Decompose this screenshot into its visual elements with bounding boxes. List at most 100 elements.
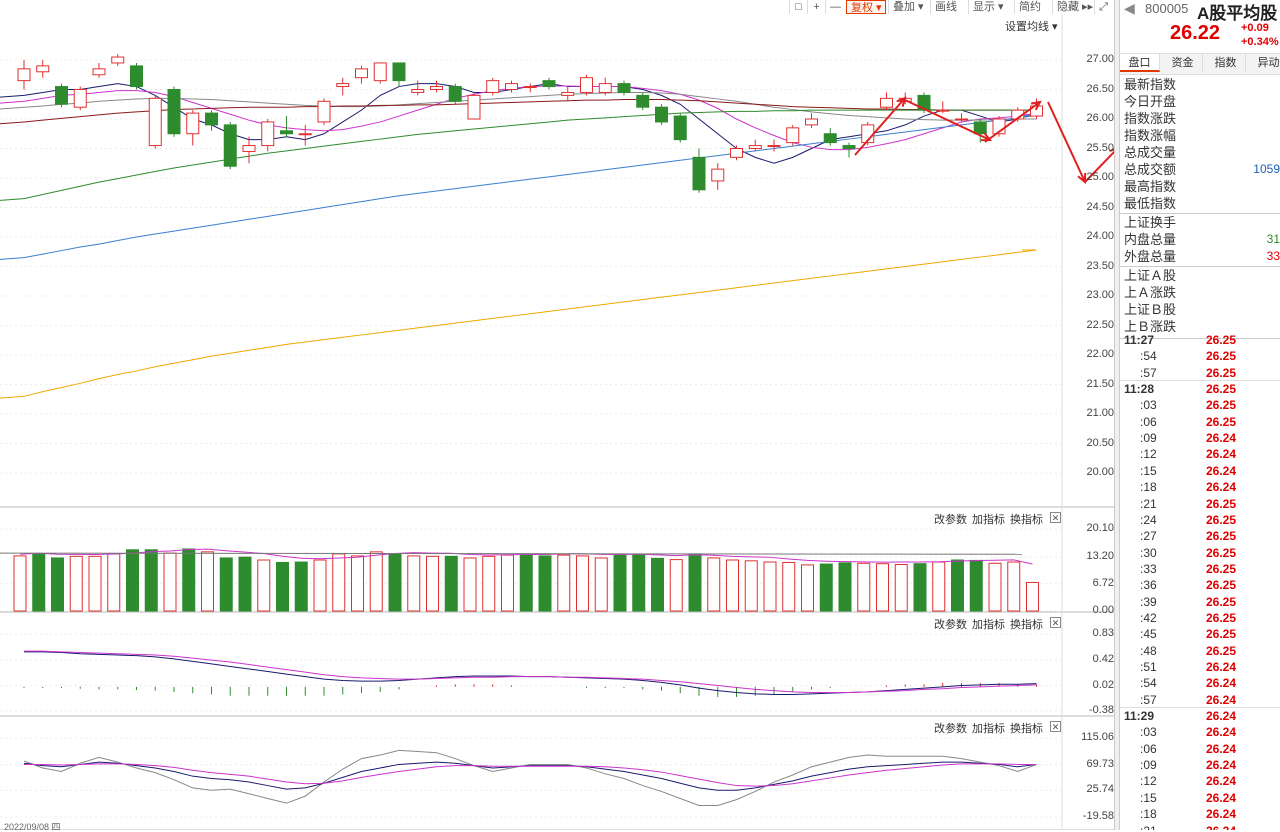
volume-bar: [819, 563, 833, 612]
draw-line-button[interactable]: 画线: [930, 0, 966, 14]
volume-tick-label: 0.00: [1092, 604, 1114, 616]
tick-row: :30 26.25: [1120, 545, 1280, 561]
candle: [542, 77, 556, 90]
price-tick-label: 23.50: [1086, 259, 1114, 272]
candle: [692, 148, 706, 193]
tick-row: :36 26.25: [1120, 577, 1280, 593]
candle-body: [205, 112, 218, 126]
tick-price: 26.24: [1206, 660, 1237, 674]
annotation-arrows: [854, 96, 1114, 185]
candle: [186, 110, 200, 146]
tab-funds[interactable]: 资金: [1163, 54, 1203, 72]
home-icon[interactable]: □: [789, 0, 807, 14]
restore-rights-label: 复权: [851, 2, 873, 14]
price-tick-label: 22.00: [1086, 348, 1114, 360]
info-label: 今日开盘: [1124, 94, 1177, 109]
candle-body: [673, 115, 687, 141]
display-button[interactable]: 显示 ▾: [968, 0, 1012, 14]
overlay-label: 叠加: [893, 1, 915, 13]
tick-time: :12: [1140, 447, 1157, 462]
candle-body: [36, 65, 50, 73]
volume-bar: [219, 557, 233, 612]
tick-row: :15 26.24: [1120, 463, 1280, 479]
simple-mode-button[interactable]: 简约: [1014, 0, 1050, 14]
tick-row: 11:29 26.24: [1120, 708, 1280, 724]
stock-name: A股平均股: [1197, 4, 1278, 23]
zoom-in-icon[interactable]: +: [807, 0, 825, 14]
tick-price: 26.25: [1206, 333, 1237, 347]
tick-price: 26.25: [1206, 512, 1237, 527]
volume-edit-params-button[interactable]: 改参数: [934, 514, 967, 526]
kdj-switch-indicator-button[interactable]: 换指标: [1010, 723, 1043, 735]
macd-switch-indicator-button[interactable]: 换指标: [1010, 619, 1043, 631]
volume-bar: [838, 562, 852, 612]
tick-row: :54 26.25: [1120, 348, 1280, 364]
tab-alerts[interactable]: 异动: [1249, 54, 1280, 72]
ma-setting-button[interactable]: 设置均线 ▾: [1005, 21, 1058, 33]
kdj-add-indicator-button[interactable]: 加指标: [972, 723, 1005, 735]
hide-button[interactable]: 隐藏 ▸▸: [1052, 0, 1094, 14]
quote-panel: ◀ 800005 A股平均股 26.22 +0.09 +0.34% 盘口 资金 …: [1120, 0, 1280, 830]
macd-edit-params-button[interactable]: 改参数: [934, 619, 967, 631]
prev-arrow-icon[interactable]: ◀: [1124, 0, 1135, 16]
tab-order-book[interactable]: 盘口: [1120, 54, 1160, 72]
ma60-line: [0, 109, 1037, 201]
candle-body: [973, 121, 987, 135]
volume-bar: [463, 557, 477, 612]
candles: [17, 54, 1043, 193]
candle-body: [430, 86, 443, 91]
tick-price: 26.25: [1206, 382, 1237, 397]
candle-body: [580, 77, 593, 93]
macd-close-icon[interactable]: ✕: [1050, 617, 1061, 628]
volume-bar: [594, 557, 608, 612]
info-label: 上证换手: [1124, 215, 1177, 230]
price-tick-label: 25.00: [1086, 171, 1114, 183]
tick-time: :21: [1140, 823, 1157, 831]
kdj-edit-params-button[interactable]: 改参数: [934, 723, 967, 735]
macd-add-indicator-button[interactable]: 加指标: [972, 619, 1005, 631]
zoom-out-icon[interactable]: —: [825, 0, 843, 14]
candle: [523, 83, 537, 93]
tick-time: :57: [1140, 365, 1157, 380]
volume-bar: [1026, 581, 1039, 612]
kline-chart[interactable]: [0, 0, 1114, 830]
tick-row: :48 26.25: [1120, 643, 1280, 659]
volume-bar: [88, 555, 102, 612]
volume-bar: [932, 561, 946, 612]
tick-row: :39 26.25: [1120, 594, 1280, 610]
kdj-d-line: [24, 763, 1037, 787]
tick-price: 26.24: [1206, 774, 1237, 789]
volume-bar: [651, 557, 664, 612]
tick-price: 26.25: [1206, 578, 1237, 593]
panel-splitter[interactable]: [1114, 0, 1120, 830]
kdj-close-icon[interactable]: ✕: [1050, 721, 1061, 732]
candle: [823, 127, 837, 146]
tick-price: 26.24: [1206, 480, 1237, 495]
info-value: [1220, 195, 1280, 212]
tick-price: 26.25: [1206, 561, 1237, 576]
stock-code: 800005: [1145, 1, 1189, 16]
info-label: 外盘总量: [1124, 249, 1177, 264]
price-tick-label: 21.50: [1086, 377, 1114, 390]
volume-add-indicator-button[interactable]: 加指标: [972, 514, 1005, 526]
volume-bar: [857, 562, 871, 612]
fullscreen-icon[interactable]: ⤢: [1094, 0, 1112, 14]
candle-body: [298, 133, 312, 136]
tab-index[interactable]: 指数: [1206, 54, 1246, 72]
tick-time: 11:28: [1124, 382, 1155, 397]
overlay-button[interactable]: 叠加 ▾: [888, 0, 928, 14]
price-tick-label: 24.00: [1086, 230, 1114, 242]
tick-time: :15: [1140, 463, 1157, 478]
candle: [748, 139, 762, 152]
tick-time: :18: [1140, 807, 1157, 822]
macd-tick-label: -0.38: [1088, 704, 1114, 716]
volume-close-icon[interactable]: ✕: [1050, 512, 1061, 523]
ma120-line: [0, 114, 1037, 260]
info-value: [1220, 93, 1280, 110]
annotation-arrow-down-head: [980, 132, 993, 142]
tick-time: :03: [1140, 725, 1157, 740]
restore-rights-button[interactable]: 复权 ▾: [846, 0, 886, 14]
volume-bars: [0, 548, 1039, 612]
volume-switch-indicator-button[interactable]: 换指标: [1010, 514, 1043, 526]
candle: [242, 136, 256, 164]
